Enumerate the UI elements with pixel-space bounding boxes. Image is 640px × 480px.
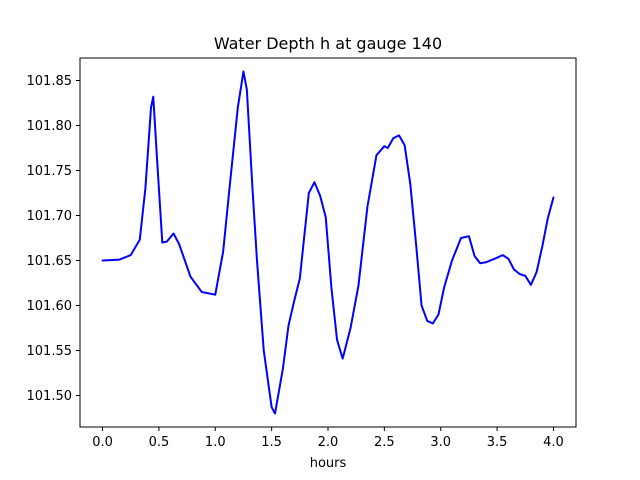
x-tick-label: 0.0 <box>92 435 113 450</box>
chart-title: Water Depth h at gauge 140 <box>214 34 442 53</box>
x-axis-label: hours <box>310 456 347 471</box>
x-tick-label: 4.0 <box>543 435 564 450</box>
y-tick-label: 101.80 <box>27 119 73 134</box>
x-tick-label: 2.5 <box>374 435 395 450</box>
x-axis-ticks: 0.0 0.5 1.0 1.5 2.0 2.5 3.0 3.5 4.0 <box>92 427 564 450</box>
y-tick-label: 101.75 <box>27 164 73 179</box>
y-tick-label: 101.60 <box>27 299 73 314</box>
y-tick-label: 101.70 <box>27 209 73 224</box>
x-tick-label: 0.5 <box>149 435 170 450</box>
x-tick-label: 2.0 <box>318 435 339 450</box>
x-tick-label: 1.5 <box>261 435 282 450</box>
y-tick-label: 101.55 <box>27 344 73 359</box>
y-tick-label: 101.50 <box>27 389 73 404</box>
x-tick-label: 1.0 <box>205 435 226 450</box>
y-tick-label: 101.65 <box>27 254 73 269</box>
y-tick-label: 101.85 <box>27 74 73 89</box>
x-tick-label: 3.5 <box>487 435 508 450</box>
x-tick-label: 3.0 <box>430 435 451 450</box>
y-axis-ticks: 101.50 101.55 101.60 101.65 101.70 101.75 101.… <box>27 74 80 404</box>
series-line-0 <box>101 70 555 415</box>
